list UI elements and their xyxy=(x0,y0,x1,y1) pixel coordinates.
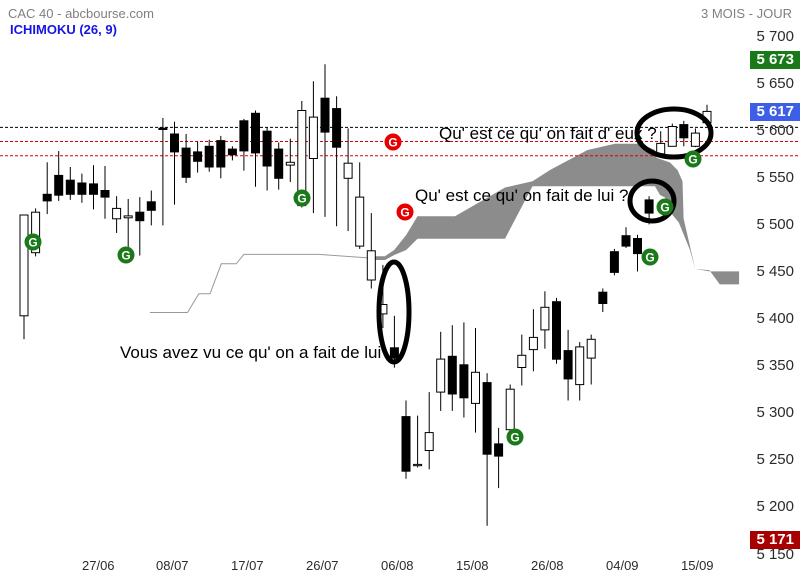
svg-text:G: G xyxy=(688,153,697,167)
svg-text:G: G xyxy=(297,192,306,206)
svg-text:G: G xyxy=(510,431,519,445)
svg-text:G: G xyxy=(388,136,397,150)
svg-text:G: G xyxy=(28,236,37,250)
svg-text:G: G xyxy=(400,206,409,220)
svg-text:G: G xyxy=(660,201,669,215)
svg-text:G: G xyxy=(121,249,130,263)
svg-text:G: G xyxy=(645,251,654,265)
